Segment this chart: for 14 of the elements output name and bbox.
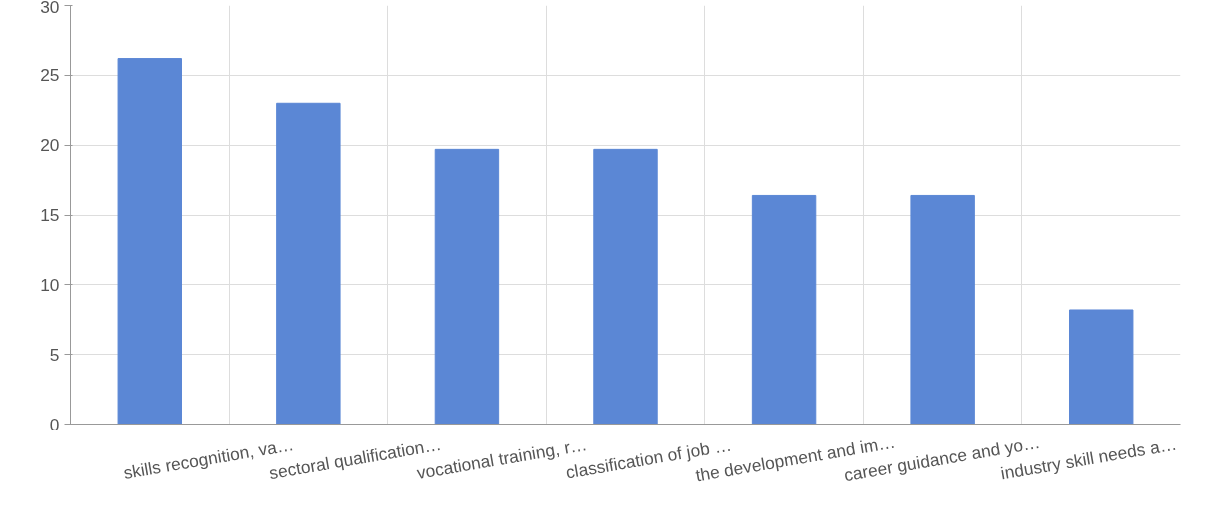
y-tick-label: 5 [49, 344, 60, 365]
y-tick-label: 10 [40, 274, 60, 295]
bar [1069, 309, 1134, 425]
y-tick-label: 25 [40, 65, 60, 86]
y-tick-label: 30 [40, 0, 60, 17]
bar [117, 58, 182, 425]
bar [434, 148, 500, 425]
y-tick-label: 0 [49, 414, 60, 435]
y-tick-label: 20 [40, 135, 60, 156]
bar [276, 102, 341, 425]
bar [593, 148, 658, 425]
y-tick-label: 15 [40, 205, 60, 225]
bar [910, 194, 975, 425]
bar [751, 194, 817, 425]
